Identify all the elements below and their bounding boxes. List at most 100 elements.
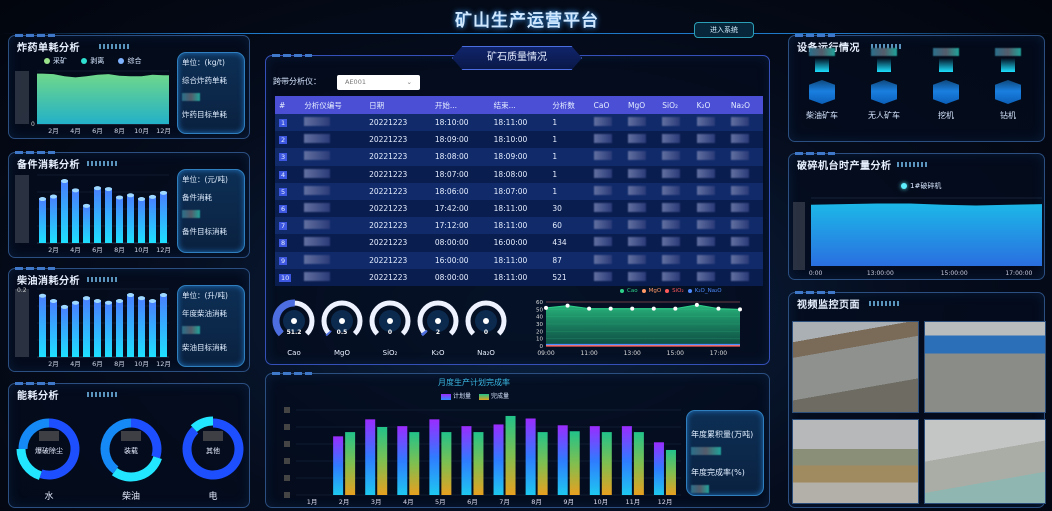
table-cell (658, 268, 693, 286)
table-cell: 1 (548, 165, 590, 183)
table-cell: 17:12:00 (430, 217, 490, 235)
column-header[interactable]: SiO₂ (658, 96, 693, 114)
blurred-value (121, 431, 141, 441)
table-row[interactable]: 3 20221223 18:08:00 18:09:00 1 (275, 148, 763, 166)
table-row[interactable]: 7 20221223 17:12:00 18:11:00 60 (275, 217, 763, 235)
bar (105, 188, 112, 243)
blurred-value (691, 485, 709, 493)
table-row[interactable]: 10 20221223 08:00:00 18:11:00 521 (275, 268, 763, 286)
y-tick-label: 50 (536, 307, 543, 313)
donut-segment (182, 418, 244, 480)
x-tick-label: 6月 (92, 127, 103, 135)
legend-item[interactable]: 采矿 (44, 57, 67, 65)
bar-cap (127, 293, 134, 298)
table-cell (300, 268, 366, 286)
bar-计划量 (653, 442, 664, 495)
bar-cap (50, 194, 57, 199)
gauge-Na₂O: 0 Na₂O (464, 298, 508, 357)
camera-feed-4[interactable] (924, 419, 1046, 504)
table-cell: 1 (548, 131, 590, 149)
column-header[interactable]: # (275, 96, 301, 114)
camera-feed-2[interactable] (924, 321, 1046, 413)
analyzer-select[interactable]: AE001 ⌄ (337, 75, 420, 90)
analyzer-select-value: AE001 (345, 78, 366, 86)
bar (50, 195, 57, 243)
table-cell (589, 165, 624, 183)
table-cell: 18:11:00 (489, 199, 549, 218)
bar-完成量 (473, 432, 484, 495)
table-row[interactable]: 9 20221223 16:00:00 18:11:00 87 (275, 251, 763, 269)
info-label: 备件消耗 (182, 193, 212, 202)
bar-完成量 (441, 432, 452, 495)
blurred-y-tick (284, 492, 290, 498)
column-header[interactable]: 开始... (430, 96, 490, 114)
table-row[interactable]: 1 20221223 18:10:00 18:11:00 1 (275, 114, 763, 132)
table-cell: 1 (548, 148, 590, 166)
device-1[interactable]: 柴油矿车 (797, 48, 847, 121)
table-cell (300, 251, 366, 269)
donut-center-label: 其他 (206, 446, 220, 455)
column-header[interactable]: 日期 (365, 96, 431, 114)
column-header[interactable]: CaO (589, 96, 624, 114)
table-cell (658, 131, 693, 149)
x-tick-label: 2月 (339, 498, 350, 506)
device-3[interactable]: 挖机 (921, 48, 971, 121)
column-header[interactable]: MgO (623, 96, 659, 114)
x-tick-label: 12月 (156, 360, 171, 368)
wave-decoration-icon (87, 392, 119, 397)
table-row[interactable]: 4 20221223 18:07:00 18:08:00 1 (275, 165, 763, 183)
table-cell: 20221223 (365, 217, 431, 235)
donut-segment (190, 416, 214, 433)
table-cell: 08:00:00 (430, 268, 490, 286)
data-point (565, 303, 570, 308)
bar-cap (94, 298, 101, 303)
info-label: 年度完成率(%) (691, 468, 745, 477)
table-cell: 18:10:00 (430, 114, 490, 132)
bar-cap (83, 296, 90, 301)
camera-feed-1[interactable] (792, 321, 919, 413)
table-cell (623, 268, 659, 286)
legend-item[interactable]: 完成量 (478, 393, 509, 400)
bar-cap (72, 300, 79, 305)
legend-item[interactable]: Cao (620, 288, 638, 294)
unit-label: 单位：(升/吨) (182, 291, 228, 300)
table-cell: 30 (548, 199, 590, 218)
column-header[interactable]: 分析仪编号 (300, 96, 366, 114)
legend-item[interactable]: MgO (641, 288, 661, 294)
legend-item[interactable]: 综合 (118, 57, 141, 65)
wave-decoration-icon (897, 162, 929, 167)
table-row[interactable]: 5 20221223 18:06:00 18:07:00 1 (275, 182, 763, 200)
table-row[interactable]: 8 20221223 08:00:00 16:00:00 434 (275, 234, 763, 252)
panel-title: 炸药单耗分析 (17, 43, 80, 54)
device-4[interactable]: 钻机 (983, 48, 1033, 121)
table-cell (300, 165, 366, 183)
column-header[interactable]: K₂O (692, 96, 727, 114)
legend-item[interactable]: 剥离 (81, 57, 104, 65)
crusher-panel: 破碎机台时产量分析 1#破碎机 0:00 13:00:00 15:00:00 17:0… (788, 152, 1045, 280)
x-tick-label: 8月 (114, 360, 125, 368)
table-row[interactable]: 2 20221223 18:09:00 18:10:00 1 (275, 131, 763, 149)
enter-system-button[interactable]: 进入系统 (694, 22, 754, 38)
table-cell (623, 251, 659, 269)
table-row[interactable]: 6 20221223 17:42:00 18:11:00 30 (275, 199, 763, 218)
table-cell (300, 182, 366, 200)
x-tick-label: 10月 (593, 498, 608, 506)
gauge-label: MgO (334, 349, 350, 357)
device-2[interactable]: 无人矿车 (859, 48, 909, 121)
x-tick-label: 12月 (156, 127, 171, 135)
camera-feed-3[interactable] (792, 419, 919, 504)
legend-item[interactable]: K₂O_Na₂O (687, 288, 722, 294)
legend-item[interactable]: 计划量 (441, 393, 471, 400)
column-header[interactable]: 分析数 (548, 96, 590, 114)
x-tick-label: 17:00 (710, 350, 727, 357)
cube-icon (933, 80, 959, 104)
column-header[interactable]: 结束... (489, 96, 549, 114)
explosive-area-chart: 0 2月 4月 6月 8月 10月 12月 (15, 70, 171, 135)
column-header[interactable]: Na₂O (726, 96, 763, 114)
legend-item[interactable]: SiO₂ (665, 288, 684, 294)
table-cell (300, 148, 366, 166)
table-cell: 20221223 (365, 251, 431, 269)
info-label: 年度累积量(万吨) (691, 430, 754, 439)
table-cell (623, 114, 659, 132)
legend-item[interactable]: 1#破碎机 (901, 181, 941, 191)
